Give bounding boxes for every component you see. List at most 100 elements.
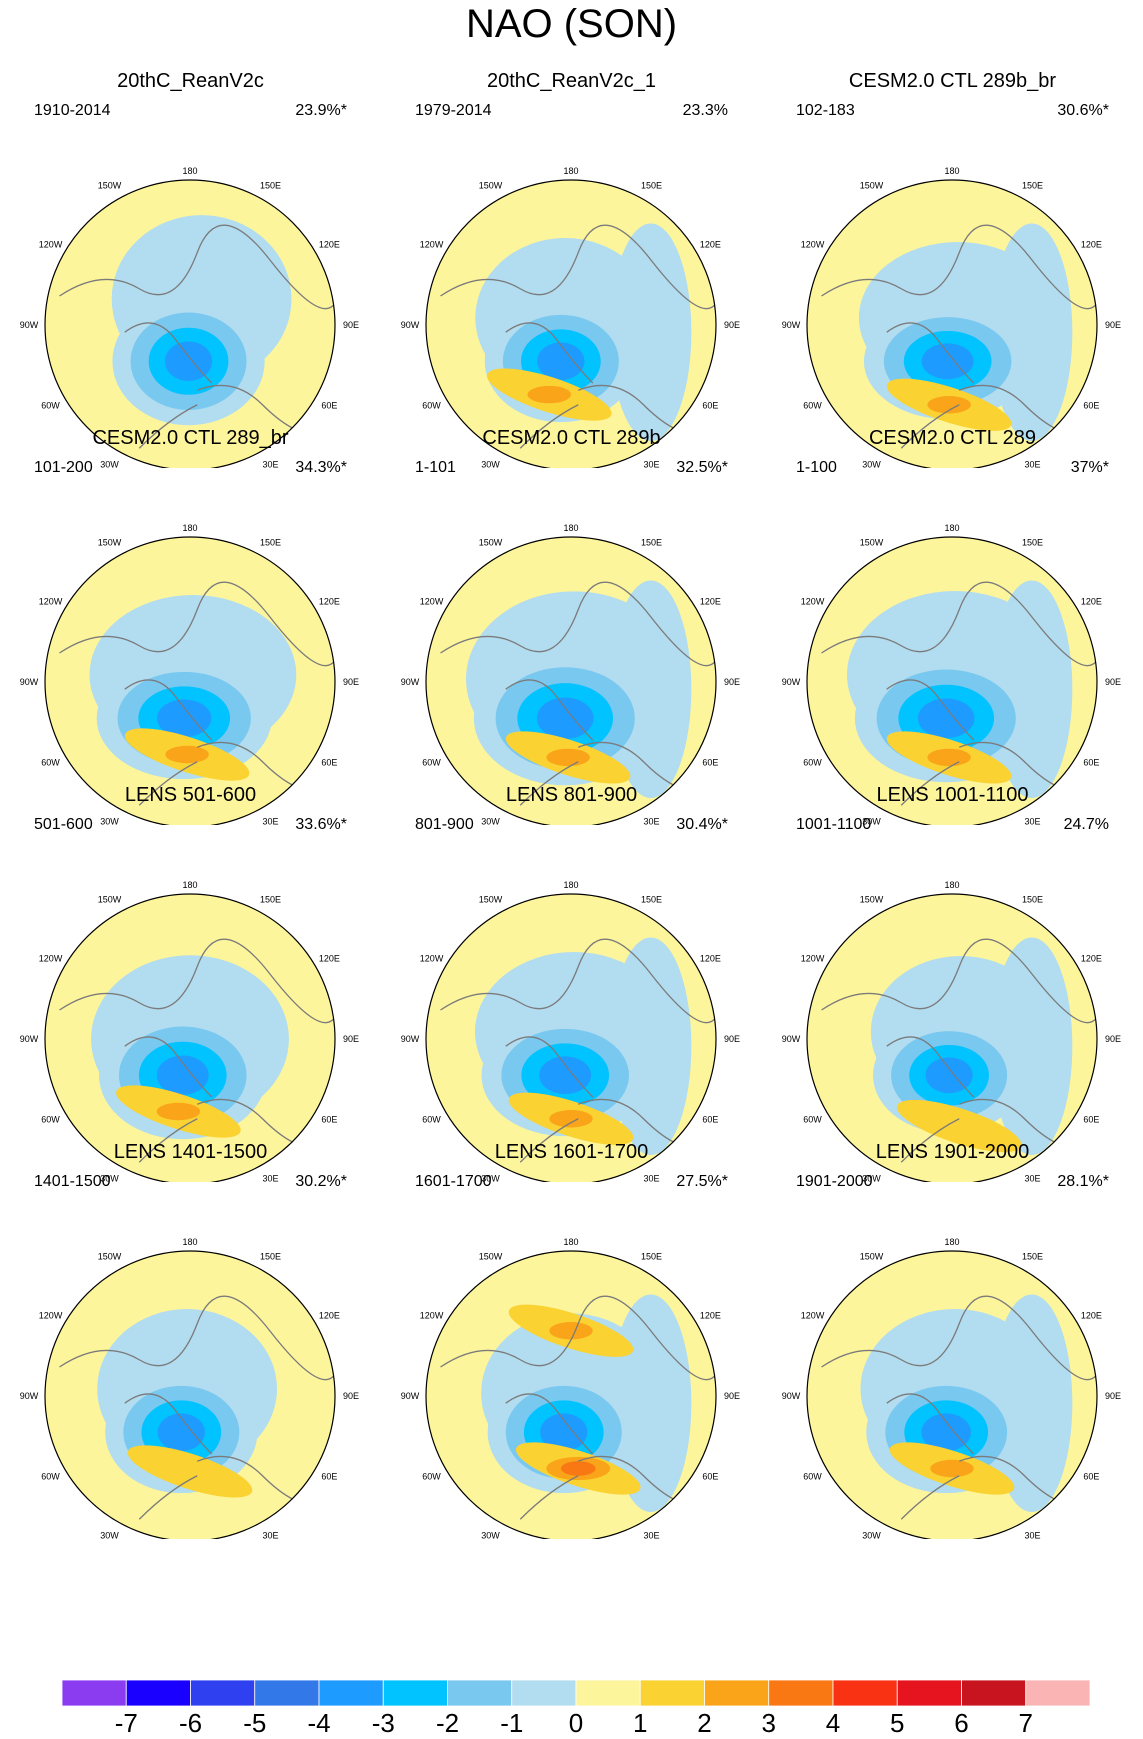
colorbar-tick-label: 4 — [825, 1708, 841, 1738]
longitude-label: 120W — [39, 240, 63, 250]
longitude-label: 90W — [782, 320, 801, 330]
coastlines — [821, 1295, 1097, 1520]
longitude-label: 60E — [1083, 1472, 1099, 1482]
anomaly-contour-positive — [127, 1445, 253, 1498]
colorbar-tick-label: -3 — [371, 1708, 395, 1738]
longitude-label: 120E — [1081, 1311, 1102, 1321]
longitude-label: 120E — [700, 240, 721, 250]
colorbar-tick-label: 6 — [954, 1708, 969, 1738]
polar-map: 180150E120E90E60E30E030W60W90W120W150W — [782, 166, 1121, 468]
map-border — [44, 536, 336, 825]
anomaly-contour — [921, 1413, 971, 1452]
longitude-label: 60W — [422, 401, 441, 411]
longitude-label: 150E — [1022, 1252, 1043, 1262]
colorbar-tick-label: 5 — [890, 1708, 905, 1738]
panel-variance-explained: 34.3%* — [295, 459, 347, 476]
map-panel: CESM2.0 CTL 289b_br 102-183 30.6%* 180 150E 1… — [762, 70, 1143, 468]
longitude-label: 180 — [563, 166, 578, 176]
colorbar-tick-label: -4 — [307, 1708, 331, 1738]
panel-period: 1-100 — [796, 459, 837, 476]
longitude-label: 90E — [343, 1391, 359, 1401]
longitude-label: 60E — [702, 758, 718, 768]
map-panel: CESM2.0 CTL 289 1-100 37%* 180 150E 120E 90E 60… — [762, 427, 1143, 825]
colorbar-swatch — [768, 1680, 834, 1706]
longitude-label: 150E — [260, 538, 281, 548]
colorbar-tick-label: -1 — [500, 1708, 524, 1738]
longitude-label: 90E — [343, 1034, 359, 1044]
longitude-label: 90W — [782, 1391, 801, 1401]
anomaly-contour — [156, 1055, 209, 1096]
map-panel: LENS 1001-1100 1001-1100 24.7% 180 150E 120E 9… — [762, 784, 1143, 1182]
panel-title: LENS 1401-1500 — [113, 1141, 268, 1163]
panel-period: 102-183 — [796, 102, 855, 119]
panel-title: LENS 801-900 — [505, 784, 638, 806]
panel-period: 101-200 — [34, 459, 93, 476]
longitude-label: 180 — [182, 523, 197, 533]
panel-title: 20thC_ReanV2c — [117, 70, 264, 92]
polar-map: 180150E120E90E60E30E030W60W90W120W150W — [20, 523, 359, 825]
panel-variance-explained: 27.5%* — [676, 1173, 728, 1190]
longitude-label: 60E — [321, 758, 337, 768]
panel-period: 501-600 — [34, 816, 93, 833]
longitude-label: 120E — [700, 1311, 721, 1321]
longitude-label: 120E — [1081, 954, 1102, 964]
coastlines — [821, 224, 1097, 449]
polar-map: 180150E120E90E60E30E030W60W90W120W150W — [401, 1237, 740, 1539]
longitude-label: 150W — [479, 538, 503, 548]
map-panel: LENS 1601-1700 1601-1700 27.5%* 180 150E 120E… — [381, 1141, 762, 1539]
longitude-label: 60W — [422, 1115, 441, 1125]
longitude-label: 90W — [401, 677, 420, 687]
panel-variance-explained: 32.5%* — [676, 459, 728, 476]
longitude-label: 120W — [420, 954, 444, 964]
longitude-label: 90W — [20, 677, 39, 687]
anomaly-contour — [540, 1413, 588, 1452]
longitude-label: 120W — [801, 1311, 825, 1321]
longitude-label: 60E — [702, 1472, 718, 1482]
longitude-label: 120W — [801, 597, 825, 607]
map-panel: 20thC_ReanV2c_1 1979-2014 23.3% 180 150E 120E… — [381, 70, 762, 468]
map-panel: LENS 801-900 801-900 30.4%* 180 150E 120E 90E 6… — [381, 784, 762, 1182]
panel-title: LENS 1001-1100 — [876, 784, 1029, 806]
colorbar-swatch — [575, 1680, 641, 1706]
longitude-label: 60W — [41, 758, 60, 768]
longitude-label: 150W — [860, 538, 884, 548]
coastlines — [59, 1295, 335, 1520]
longitude-label: 30W — [862, 459, 881, 468]
polar-map: 180150E120E90E60E30E030W60W90W120W150W — [20, 166, 359, 468]
longitude-label: 120E — [1081, 597, 1102, 607]
panel-variance-explained: 30.4%* — [676, 816, 728, 833]
coastlines — [59, 581, 335, 806]
coastlines — [440, 938, 716, 1163]
map-border — [425, 893, 717, 1182]
colorbar-tick-label: 1 — [633, 1708, 648, 1738]
longitude-label: 90E — [724, 1034, 740, 1044]
longitude-label: 180 — [944, 1237, 959, 1247]
longitude-label: 60W — [803, 758, 822, 768]
colorbar-labels: -7 -6 -5 -4 -3 -2 -1 0 1 2 3 4 5 6 7 — [0, 1708, 1143, 1738]
colorbar-swatch — [447, 1680, 513, 1706]
longitude-label: 120E — [700, 597, 721, 607]
longitude-label: 30E — [262, 1173, 278, 1182]
longitude-label: 150W — [98, 181, 122, 191]
longitude-label: 60E — [321, 1115, 337, 1125]
panel-variance-explained: 37%* — [1070, 459, 1109, 476]
longitude-label: 120E — [1081, 240, 1102, 250]
anomaly-contour-positive — [896, 1099, 1022, 1153]
longitude-label: 30W — [481, 1173, 500, 1182]
panel-title: LENS 501-600 — [124, 784, 257, 806]
longitude-label: 120E — [319, 954, 340, 964]
longitude-label: 150W — [860, 181, 884, 191]
longitude-label: 150E — [260, 895, 281, 905]
longitude-label: 60W — [803, 1115, 822, 1125]
anomaly-contour — [539, 1056, 592, 1095]
anomaly-contour-positive — [527, 385, 571, 404]
colorbar-swatch — [125, 1680, 191, 1706]
longitude-label: 120E — [319, 240, 340, 250]
colorbar-tick-label: 2 — [697, 1708, 712, 1738]
colorbar-tick-label: 3 — [761, 1708, 776, 1738]
panel-title: CESM2.0 CTL 289 — [868, 427, 1037, 449]
longitude-label: 30W — [862, 816, 881, 825]
longitude-label: 60W — [803, 1472, 822, 1482]
longitude-label: 60W — [41, 1472, 60, 1482]
panel-period: 1979-2014 — [415, 102, 492, 119]
